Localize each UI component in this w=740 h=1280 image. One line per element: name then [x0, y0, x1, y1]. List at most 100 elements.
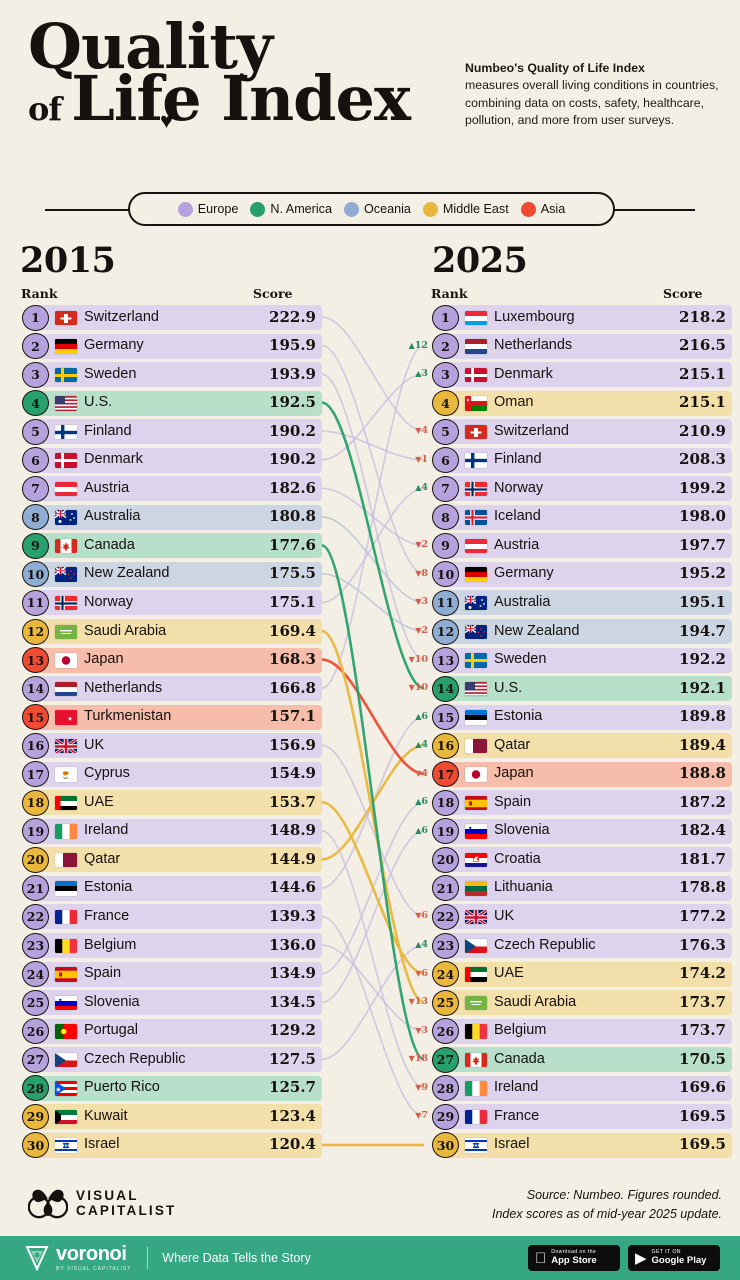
table-row[interactable]: 13 Japan 168.3 — [22, 647, 322, 676]
rank-connector — [321, 801, 425, 975]
legend-item-europe[interactable]: Europe — [177, 201, 238, 217]
rank-badge: 10 — [22, 561, 49, 588]
table-row[interactable]: 9 Austria 197.7 ▼2 — [415, 532, 732, 561]
table-row[interactable]: 25 Saudi Arabia 173.7 ▼13 — [409, 989, 732, 1018]
table-row[interactable]: 25 Slovenia 134.5 — [22, 989, 322, 1018]
table-row[interactable]: 12 Saudi Arabia 169.4 — [22, 618, 322, 647]
country-name: Japan — [494, 765, 534, 782]
legend-item-asia[interactable]: Asia — [520, 201, 565, 217]
rank-badge: 7 — [432, 475, 459, 502]
table-row[interactable]: 21 Lithuania 178.8 — [432, 875, 732, 904]
legend-item-oceania[interactable]: Oceania — [343, 201, 411, 217]
table-row[interactable]: 17 Cyprus 154.9 — [22, 761, 322, 790]
score-value: 182.4 — [679, 821, 726, 840]
app-store-button[interactable]:  Download on the App Store — [528, 1245, 620, 1271]
year-header-2015: 2015 — [20, 240, 116, 281]
table-row[interactable]: 1 Luxembourg 218.2 — [432, 304, 732, 333]
table-row[interactable]: 27 Czech Republic 127.5 — [22, 1046, 322, 1075]
table-row[interactable]: 28 Ireland 169.6 ▼9 — [415, 1075, 732, 1104]
table-row[interactable]: 27 Canada 170.5 ▼18 — [409, 1046, 732, 1075]
row-background — [36, 590, 322, 616]
table-row[interactable]: 3 Sweden 193.9 — [22, 361, 322, 390]
table-row[interactable]: 22 France 139.3 — [22, 903, 322, 932]
rank-badge: 15 — [432, 704, 459, 731]
table-row[interactable]: 18 UAE 153.7 — [22, 789, 322, 818]
table-row[interactable]: 23 Belgium 136.0 — [22, 932, 322, 961]
table-row[interactable]: 16 UK 156.9 — [22, 732, 322, 761]
table-row[interactable]: 5 Finland 190.2 — [22, 418, 322, 447]
table-row[interactable]: 19 Slovenia 182.4 ▲6 — [415, 818, 732, 847]
table-row[interactable]: 18 Spain 187.2 ▲6 — [415, 789, 732, 818]
table-row[interactable]: 7 Norway 199.2 ▲4 — [415, 475, 732, 504]
table-row[interactable]: 7 Austria 182.6 — [22, 475, 322, 504]
score-value: 154.9 — [269, 764, 316, 783]
table-row[interactable]: 30 Israel 169.5 — [432, 1132, 732, 1161]
table-row[interactable]: 12 New Zealand 194.7 ▼2 — [415, 618, 732, 647]
table-row[interactable]: 13 Sweden 192.2 ▼10 — [409, 647, 732, 676]
rank-badge: 3 — [432, 361, 459, 388]
table-row[interactable]: 3 Denmark 215.1 ▲3 — [415, 361, 732, 390]
table-row[interactable]: 6 Finland 208.3 ▼1 — [415, 447, 732, 476]
table-row[interactable]: 9 Canada 177.6 — [22, 532, 322, 561]
title-line-2: of Life Index — [28, 67, 458, 129]
table-row[interactable]: 26 Belgium 173.7 ▼3 — [415, 1018, 732, 1047]
table-row[interactable]: 29 France 169.5 ▼7 — [415, 1103, 732, 1132]
table-row[interactable]: 26 Portugal 129.2 — [22, 1018, 322, 1047]
table-row[interactable]: 11 Australia 195.1 ▼3 — [415, 589, 732, 618]
table-row[interactable]: 20 Croatia 181.7 — [432, 846, 732, 875]
score-value: 194.7 — [679, 621, 726, 640]
table-row[interactable]: 2 Netherlands 216.5 ▲12 — [409, 333, 732, 362]
score-value: 190.2 — [269, 450, 316, 469]
table-row[interactable]: 20 Qatar 144.9 — [22, 846, 322, 875]
legend-item-middle-east[interactable]: Middle East — [422, 201, 509, 217]
rank-badge: 3 — [22, 361, 49, 388]
rank-change-indicator: ▲4 — [415, 739, 428, 751]
country-name: Japan — [84, 651, 124, 668]
rank-connector — [321, 915, 425, 1118]
rank-badge: 14 — [22, 675, 49, 702]
table-row[interactable]: 30 Israel 120.4 — [22, 1132, 322, 1161]
score-value: 157.1 — [269, 707, 316, 726]
rank-change-indicator: ▼10 — [408, 653, 428, 665]
score-value: 188.8 — [679, 764, 726, 783]
table-row[interactable]: 8 Iceland 198.0 — [432, 504, 732, 533]
table-row[interactable]: 29 Kuwait 123.4 — [22, 1103, 322, 1132]
table-row[interactable]: 17 Japan 188.8 ▼4 — [415, 761, 732, 790]
table-row[interactable]: 4 U.S. 192.5 — [22, 390, 322, 419]
table-row[interactable]: 11 Norway 175.1 — [22, 589, 322, 618]
row-background — [446, 533, 732, 559]
legend: Europe N. America Oceania Middle East Asia — [0, 192, 740, 228]
table-row[interactable]: 2 Germany 195.9 — [22, 333, 322, 362]
flag-icon — [55, 653, 77, 668]
table-row[interactable]: 6 Denmark 190.2 — [22, 447, 322, 476]
legend-item-n-america[interactable]: N. America — [250, 201, 332, 217]
country-name: Finland — [494, 451, 542, 468]
table-row[interactable]: 14 U.S. 192.1 ▼10 — [409, 675, 732, 704]
legend-color-dot — [520, 201, 536, 217]
table-row[interactable]: 21 Estonia 144.6 — [22, 875, 322, 904]
visual-capitalist-logo: VISUAL CAPITALIST — [28, 1186, 177, 1220]
table-row[interactable]: 16 Qatar 189.4 ▲4 — [415, 732, 732, 761]
table-row[interactable]: 1 Switzerland 222.9 — [22, 304, 322, 333]
table-row[interactable]: 28 Puerto Rico 125.7 — [22, 1075, 322, 1104]
table-row[interactable]: 23 Czech Republic 176.3 ▲4 — [415, 932, 732, 961]
table-row[interactable]: 22 UK 177.2 ▼6 — [415, 903, 732, 932]
row-background — [446, 1047, 732, 1073]
page-title: Quality of Life Index ♥ — [28, 16, 458, 132]
table-row[interactable]: 14 Netherlands 166.8 — [22, 675, 322, 704]
table-row[interactable]: 24 Spain 134.9 — [22, 961, 322, 990]
table-row[interactable]: 15 Estonia 189.8 ▲6 — [415, 704, 732, 733]
table-row[interactable]: 10 Germany 195.2 ▼8 — [415, 561, 732, 590]
table-row[interactable]: 10 New Zealand 175.5 — [22, 561, 322, 590]
table-row[interactable]: 5 Switzerland 210.9 ▼4 — [415, 418, 732, 447]
rank-change-indicator: ▼3 — [415, 596, 428, 608]
table-row[interactable]: 19 Ireland 148.9 — [22, 818, 322, 847]
table-row[interactable]: 24 UAE 174.2 ▼6 — [415, 961, 732, 990]
score-value: 193.9 — [269, 364, 316, 383]
table-row[interactable]: 8 Australia 180.8 — [22, 504, 322, 533]
table-row[interactable]: 15 Turkmenistan 157.1 — [22, 704, 322, 733]
rank-connector — [321, 801, 425, 975]
voronoi-brand[interactable]: voronoi BY VISUAL CAPITALIST — [24, 1244, 131, 1272]
table-row[interactable]: 4 Oman 215.1 — [432, 390, 732, 419]
google-play-button[interactable]: ▶ GET IT ON Google Play — [628, 1245, 720, 1271]
